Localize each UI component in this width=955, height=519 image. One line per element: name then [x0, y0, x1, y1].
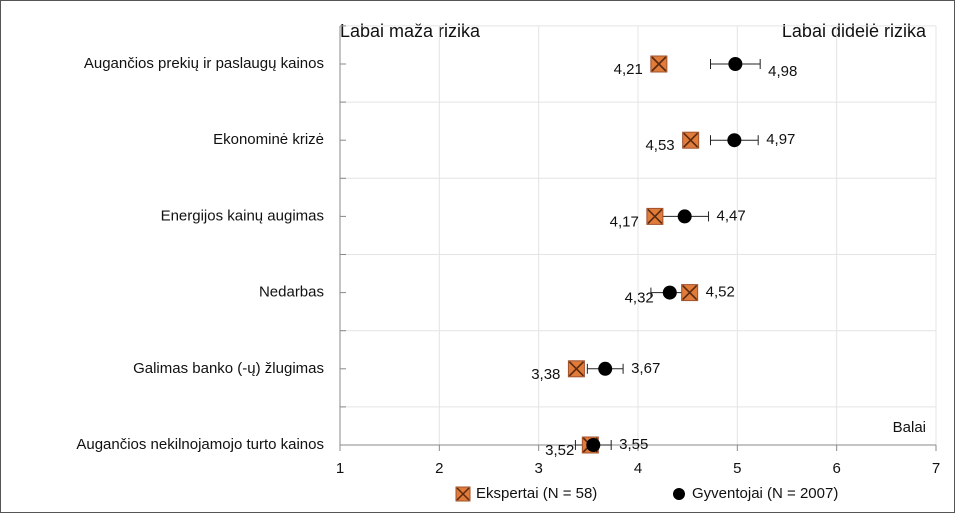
- population-marker: [662, 285, 677, 300]
- population-marker: [586, 438, 601, 452]
- category-label: Nedarbas: [259, 284, 324, 301]
- value-label: 4,17: [610, 213, 639, 230]
- value-label: 4,21: [614, 61, 643, 78]
- marker-x: [647, 208, 663, 224]
- legend-x: [456, 487, 470, 501]
- category-label: Energijos kainų augimas: [161, 207, 324, 224]
- marker-x: [682, 285, 698, 301]
- expert-marker: [681, 284, 699, 302]
- value-label: 3,55: [619, 436, 648, 453]
- marker-x: [651, 56, 667, 72]
- expert-marker: [646, 207, 664, 225]
- x-tick-label: 5: [733, 460, 741, 477]
- category-label: Galimas banko (-ų) žlugimas: [133, 360, 324, 377]
- value-label: 3,67: [631, 360, 660, 377]
- category-label: Augančios prekių ir paslaugų kainos: [84, 55, 324, 72]
- population-marker: [728, 57, 743, 71]
- x-tick-label: 3: [534, 460, 542, 477]
- population-marker: [598, 361, 613, 376]
- expert-marker: [650, 55, 668, 73]
- x-tick-label: 1: [336, 460, 344, 477]
- marker-x: [683, 132, 699, 148]
- expert-marker: [567, 360, 585, 378]
- x-tick-label: 2: [435, 460, 443, 477]
- value-label: 4,47: [717, 207, 746, 224]
- expert-marker: [682, 131, 700, 149]
- value-label: 4,98: [768, 63, 797, 80]
- x-axis-label: Balai: [893, 419, 926, 436]
- population-marker: [727, 133, 742, 148]
- category-label: Augančios nekilnojamojo turto kainos: [76, 436, 324, 453]
- x-tick-label: 7: [932, 460, 940, 477]
- left-label: Labai maža rizika: [340, 21, 481, 41]
- x-tick-label: 4: [634, 460, 642, 477]
- legend-label: Ekspertai (N = 58): [476, 485, 597, 502]
- x-tick-label: 6: [832, 460, 840, 477]
- population-marker: [677, 209, 692, 224]
- value-label: 4,97: [766, 131, 795, 148]
- value-label: 4,32: [625, 290, 654, 307]
- marker-x: [568, 361, 584, 377]
- legend-label: Gyventojai (N = 2007): [692, 485, 838, 502]
- value-label: 4,53: [645, 137, 674, 154]
- legend-item: Gyventojai (N = 2007): [673, 485, 838, 502]
- category-label: Ekonominė krizė: [213, 131, 324, 148]
- right-label: Labai didelė rizika: [782, 21, 927, 41]
- legend-item: Ekspertai (N = 58): [455, 485, 597, 502]
- value-label: 3,38: [531, 366, 560, 383]
- value-label: 4,52: [706, 284, 735, 301]
- value-label: 3,52: [545, 442, 574, 459]
- legend-swatch: [673, 488, 685, 500]
